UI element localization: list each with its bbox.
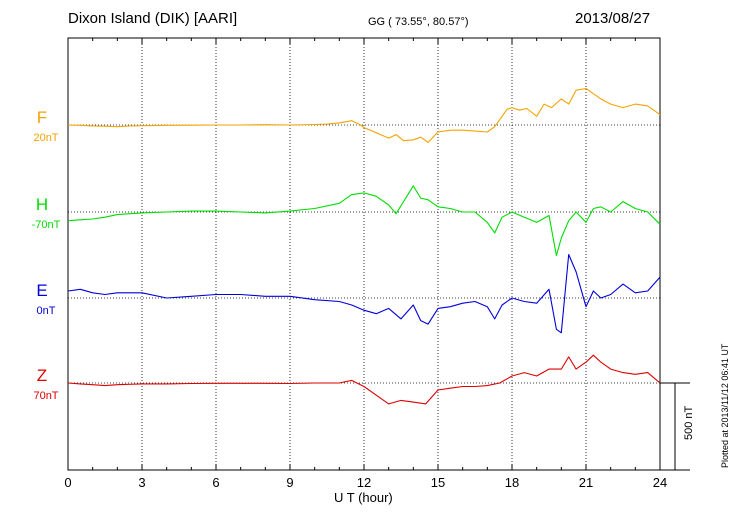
series-z-line [67, 354, 661, 405]
series-f-label: F [37, 108, 47, 127]
x-axis-label: U T (hour) [334, 490, 393, 505]
x-tick-label: 21 [579, 475, 593, 490]
series-h-line [67, 185, 661, 257]
scale-bar-label: 500 nT [683, 405, 695, 440]
x-tick-label: 3 [138, 475, 145, 490]
plot-timestamp: Plotted at 2013/11/12 06:41 UT [720, 343, 730, 468]
series-z-label: Z [37, 366, 47, 385]
series-h-label: H [36, 195, 48, 214]
series-e-baseline: 0nT [37, 305, 56, 317]
x-tick-label: 18 [505, 475, 519, 490]
series-e-line [67, 253, 661, 334]
series-e-label: E [36, 281, 47, 300]
x-tick-label: 15 [431, 475, 445, 490]
x-tick-label: 24 [653, 475, 667, 490]
x-tick-label: 12 [357, 475, 371, 490]
series-h-baseline: -70nT [32, 219, 61, 231]
geographic-coordinates: GG ( 73.55°, 80.57°) [368, 16, 469, 28]
x-tick-label: 9 [286, 475, 293, 490]
series-z-baseline: 70nT [33, 390, 58, 402]
x-tick-label: 0 [64, 475, 71, 490]
series-f-baseline: 20nT [33, 132, 58, 144]
date-label: 2013/08/27 [575, 10, 651, 27]
series-f-line [67, 87, 661, 143]
station-title: Dixon Island (DIK) [AARI] [68, 10, 238, 27]
x-tick-label: 6 [212, 475, 219, 490]
